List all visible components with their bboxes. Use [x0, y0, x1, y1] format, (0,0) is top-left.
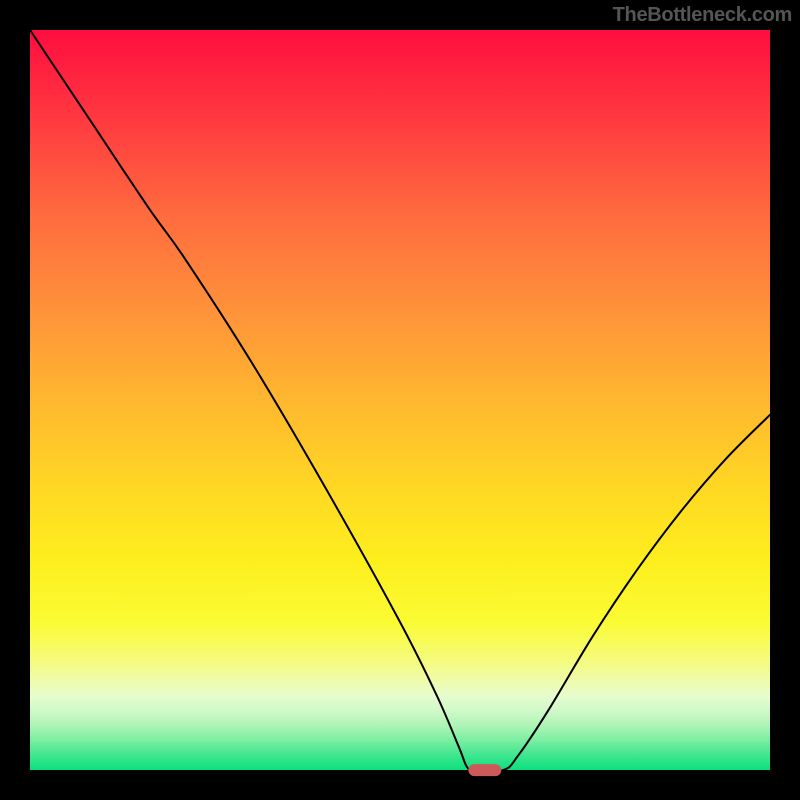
bottleneck-curve	[30, 30, 770, 770]
plot-area	[30, 30, 770, 770]
watermark-text: TheBottleneck.com	[613, 4, 792, 27]
bottleneck-chart: TheBottleneck.com	[0, 0, 800, 800]
optimal-marker	[468, 764, 501, 776]
